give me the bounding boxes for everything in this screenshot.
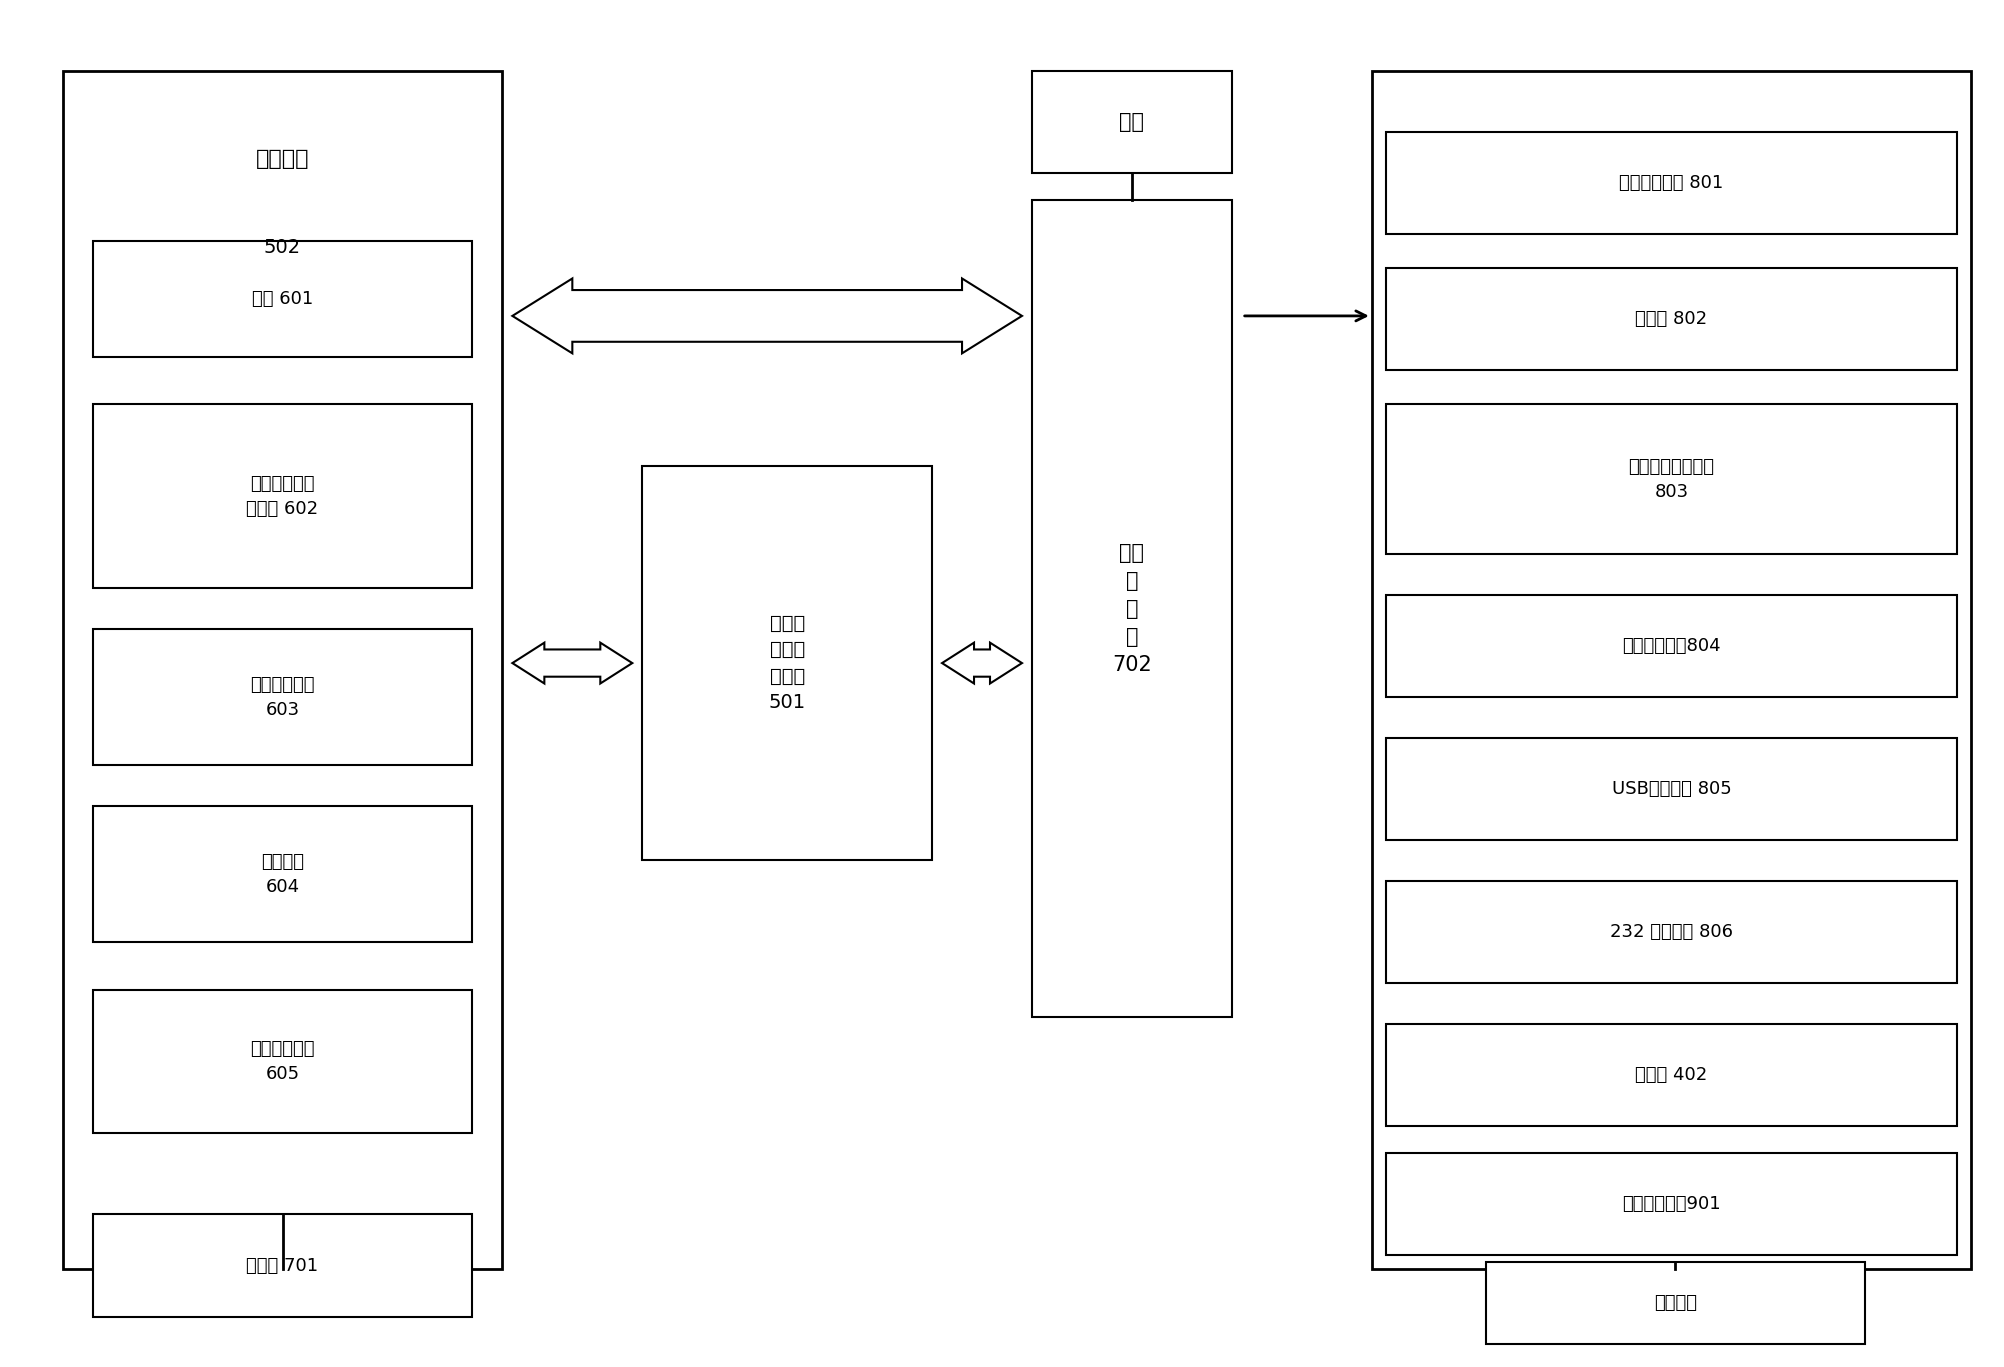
FancyBboxPatch shape: [1385, 1154, 1958, 1255]
Text: 网络通讯模块804: 网络通讯模块804: [1621, 637, 1721, 655]
Text: 光源 601: 光源 601: [253, 290, 313, 308]
FancyBboxPatch shape: [62, 71, 503, 1269]
Text: USB通讯模块 805: USB通讯模块 805: [1611, 781, 1731, 798]
FancyBboxPatch shape: [92, 405, 473, 588]
FancyBboxPatch shape: [1385, 1024, 1958, 1126]
Text: 显示器 402: 显示器 402: [1635, 1066, 1707, 1084]
FancyBboxPatch shape: [1385, 268, 1958, 370]
FancyBboxPatch shape: [1032, 71, 1232, 174]
Text: 打印设备: 打印设备: [1653, 1295, 1697, 1312]
Text: 数据上传软件平台
803: 数据上传软件平台 803: [1629, 458, 1715, 500]
Text: 信号检测模块
605: 信号检测模块 605: [250, 1040, 315, 1083]
Text: 光路部分: 光路部分: [257, 149, 309, 170]
FancyBboxPatch shape: [92, 241, 473, 357]
Text: 数据输入装罐901: 数据输入装罐901: [1621, 1195, 1721, 1214]
FancyBboxPatch shape: [1032, 200, 1232, 1017]
FancyBboxPatch shape: [1485, 1262, 1866, 1344]
FancyBboxPatch shape: [1371, 71, 1972, 1269]
Text: 502: 502: [265, 238, 301, 257]
FancyBboxPatch shape: [92, 807, 473, 942]
Text: 比色池 701: 比色池 701: [246, 1256, 319, 1274]
Polygon shape: [513, 279, 1022, 353]
Text: 电源: 电源: [1120, 112, 1144, 131]
Text: 分光系统
604: 分光系统 604: [261, 853, 305, 895]
FancyBboxPatch shape: [1385, 880, 1958, 983]
Text: 光源驱动电路
603: 光源驱动电路 603: [250, 675, 315, 719]
Text: 软件
工
作
站
702: 软件 工 作 站 702: [1112, 543, 1152, 675]
Polygon shape: [513, 642, 633, 684]
FancyBboxPatch shape: [1385, 133, 1958, 234]
FancyBboxPatch shape: [92, 629, 473, 766]
FancyBboxPatch shape: [1385, 595, 1958, 697]
FancyBboxPatch shape: [1385, 405, 1958, 554]
Text: 检测软件平台 801: 检测软件平台 801: [1619, 174, 1723, 193]
FancyBboxPatch shape: [92, 1214, 473, 1316]
Text: 光源调节及散
热设备 602: 光源调节及散 热设备 602: [246, 474, 319, 518]
FancyBboxPatch shape: [1385, 738, 1958, 841]
FancyBboxPatch shape: [641, 466, 932, 860]
Polygon shape: [942, 642, 1022, 684]
Text: 数据库 802: 数据库 802: [1635, 310, 1707, 328]
Text: 232 通讯模块 806: 232 通讯模块 806: [1609, 923, 1733, 940]
Text: 单片机
信号采
集部分
501: 单片机 信号采 集部分 501: [770, 614, 806, 712]
FancyBboxPatch shape: [92, 990, 473, 1133]
